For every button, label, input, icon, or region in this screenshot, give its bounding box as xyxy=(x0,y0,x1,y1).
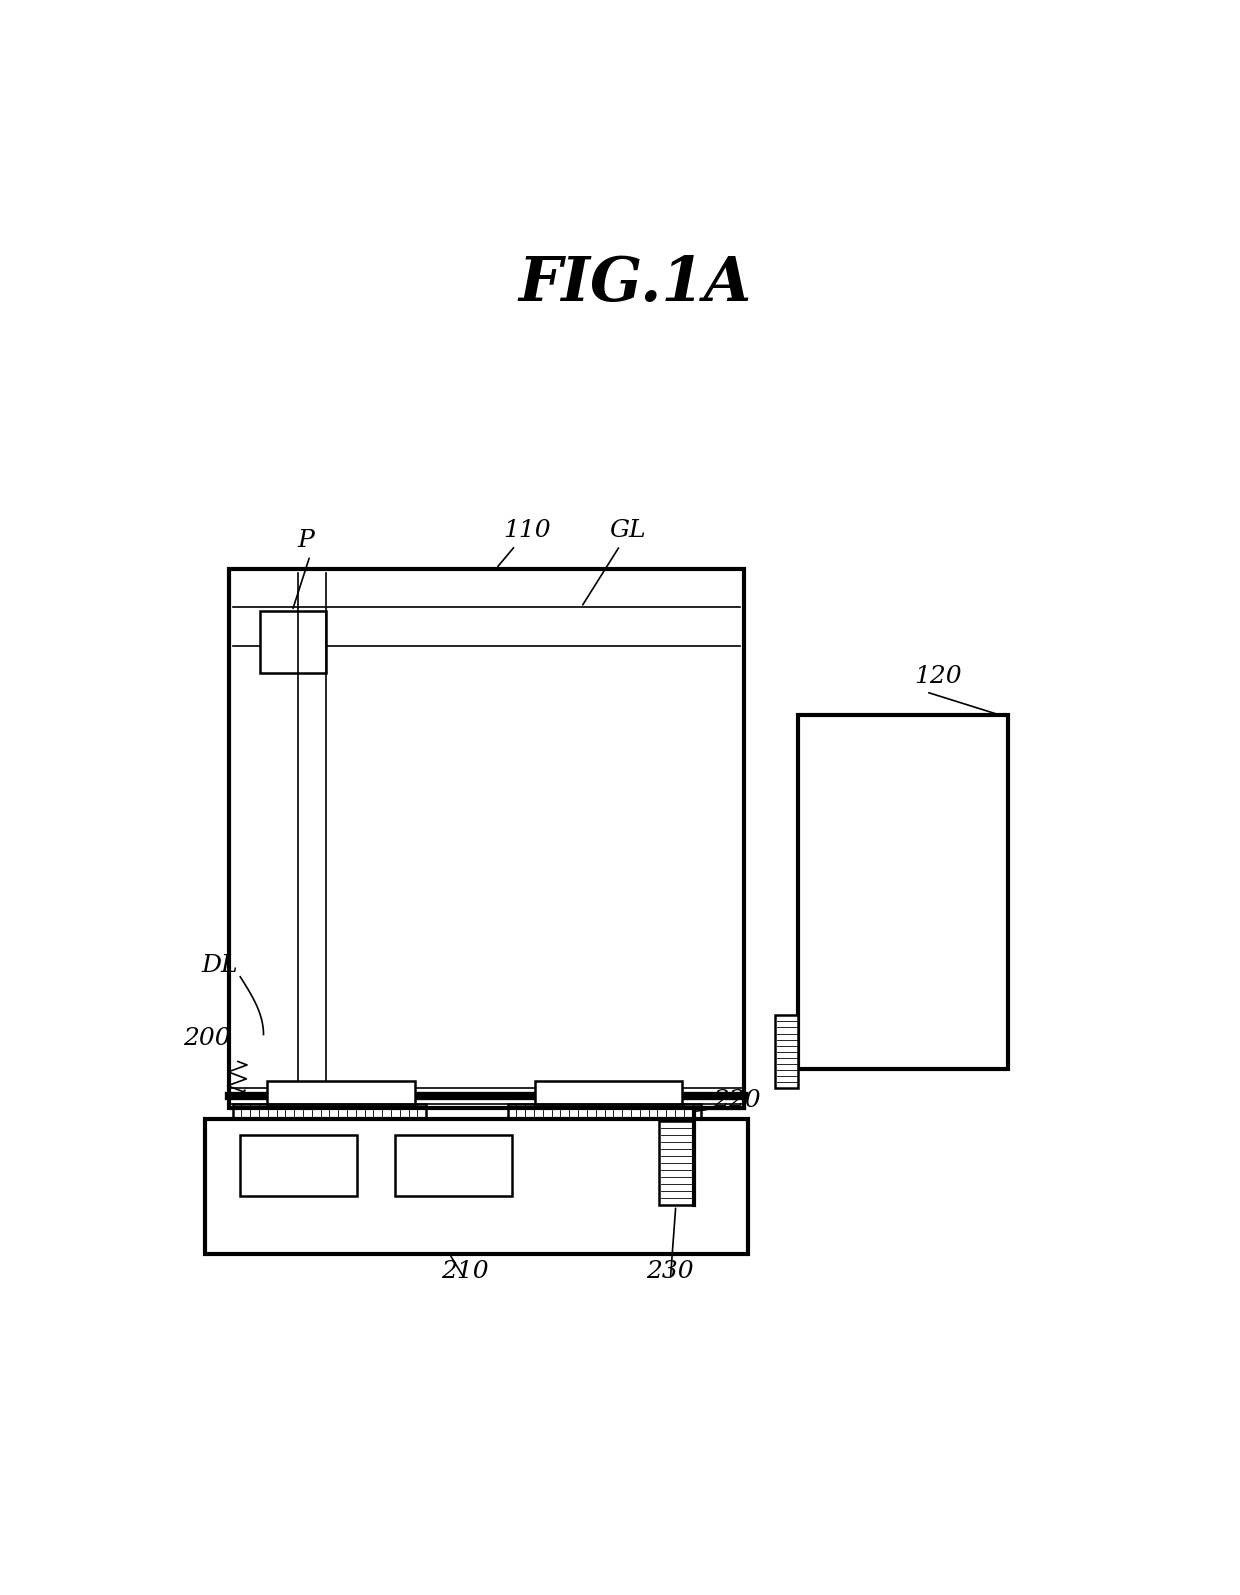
Text: 120: 120 xyxy=(914,665,961,687)
Text: 110: 110 xyxy=(503,518,551,542)
Text: 200: 200 xyxy=(184,1027,231,1050)
Bar xyxy=(799,715,1007,1069)
Text: P: P xyxy=(298,530,315,552)
Bar xyxy=(228,569,744,1107)
Bar xyxy=(507,1104,702,1120)
Text: FIG.1A: FIG.1A xyxy=(518,254,753,314)
Bar xyxy=(396,1134,511,1196)
Text: DL: DL xyxy=(201,954,238,976)
Text: 220: 220 xyxy=(713,1088,760,1112)
Bar xyxy=(268,1081,414,1104)
Text: 230: 230 xyxy=(646,1260,694,1284)
Bar xyxy=(259,611,325,673)
Bar xyxy=(658,1121,693,1206)
Text: GL: GL xyxy=(609,518,646,542)
Text: 210: 210 xyxy=(441,1260,489,1284)
Bar xyxy=(233,1104,427,1120)
Bar xyxy=(206,1120,748,1254)
Bar xyxy=(775,1016,799,1088)
Bar xyxy=(534,1081,682,1104)
Bar xyxy=(241,1134,357,1196)
